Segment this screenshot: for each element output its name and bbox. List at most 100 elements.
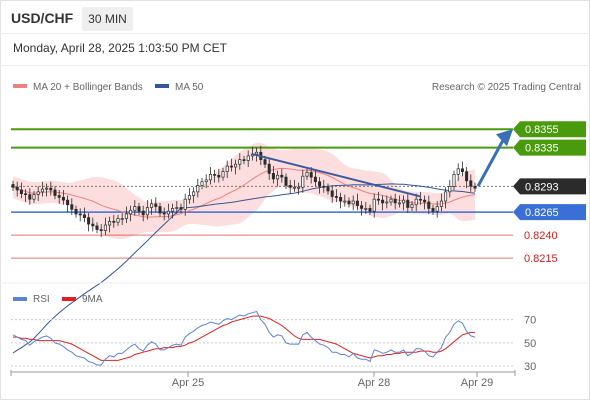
candle-body — [448, 185, 452, 193]
candle-body — [309, 172, 313, 178]
bollinger-bands — [13, 142, 475, 240]
candle-body — [200, 181, 204, 186]
candle-body — [389, 198, 393, 203]
rsi-ma-legend-label: 9MA — [82, 294, 103, 305]
candle-body — [427, 201, 431, 209]
candle-body — [145, 207, 149, 216]
candle-body — [82, 214, 86, 218]
candle-body — [116, 218, 120, 223]
candle-body — [355, 200, 359, 207]
ma50-legend-label: MA 50 — [175, 82, 204, 93]
candle-body — [381, 199, 385, 204]
candle-body — [431, 208, 435, 212]
candle-body — [297, 186, 301, 189]
candle-body — [49, 187, 53, 191]
candle-body — [187, 195, 191, 200]
candle-body — [305, 172, 309, 177]
trendline — [252, 153, 421, 198]
candle-body — [465, 171, 469, 182]
candle-body — [133, 206, 137, 211]
timestamp: Monday, April 28, 2025 1:03:50 PM CET — [13, 41, 227, 55]
candle-body — [414, 198, 418, 206]
candle-body — [166, 210, 170, 215]
candle-body — [108, 220, 112, 226]
candle-body — [322, 185, 326, 188]
candle-body — [24, 193, 28, 196]
candle-body — [208, 173, 212, 181]
price-tag-0.8335 — [513, 139, 586, 156]
x-tick-label: Apr 28 — [358, 377, 390, 389]
candle-body — [364, 208, 368, 210]
candle-body — [444, 191, 448, 202]
candle-body — [318, 181, 322, 187]
candle-body — [334, 196, 338, 198]
candle-body — [137, 206, 141, 212]
candle-body — [271, 173, 275, 180]
candle-body — [103, 224, 107, 231]
candle-body — [238, 159, 242, 165]
rsi-line — [12, 310, 476, 366]
price-level-label-0.8215: 0.8215 — [524, 253, 558, 265]
candle-body — [347, 200, 351, 205]
candle-body — [179, 207, 183, 210]
candle-body — [280, 174, 284, 178]
rsi-ma-line — [13, 315, 475, 361]
candle-body — [196, 185, 200, 193]
candle-body — [473, 185, 477, 189]
candle-body — [91, 223, 95, 227]
candle-body — [162, 212, 166, 215]
candle-body — [402, 199, 406, 204]
candle-body — [376, 198, 380, 201]
timeframe-badge[interactable]: 30 MIN — [82, 7, 133, 31]
rsi-ma-legend-swatch — [62, 297, 76, 301]
candle-body — [313, 176, 317, 183]
candle-body — [53, 189, 57, 196]
ma20-line — [12, 167, 476, 218]
price-tag-text-0.8335: 0.8335 — [525, 143, 559, 155]
rsi-tick-label: 50 — [524, 338, 536, 350]
candle-body — [276, 174, 280, 180]
candle-body — [70, 204, 74, 210]
candle-body — [129, 209, 133, 215]
ma20-legend-swatch — [13, 84, 27, 88]
candle-body — [351, 200, 355, 205]
candle-body — [217, 174, 221, 178]
candle-body — [36, 191, 40, 195]
candle-body — [246, 155, 250, 161]
candle-body — [150, 203, 154, 208]
candle-body — [406, 199, 410, 208]
candle-body — [225, 165, 229, 172]
candle-body — [423, 199, 427, 203]
date-separator — [0, 65, 590, 66]
candle-body — [19, 189, 23, 195]
price-tag-0.8293 — [513, 178, 586, 195]
candle-body — [78, 213, 82, 216]
currency-pair-title: USD/CHF — [11, 10, 74, 26]
candle-body — [330, 190, 334, 197]
candle-body — [120, 218, 124, 220]
candle-body — [339, 197, 343, 202]
candle-body — [213, 173, 217, 176]
price-tag-text-0.8355: 0.8355 — [525, 124, 559, 136]
candle-body — [61, 197, 65, 201]
x-axis: Apr 25 Apr 28 Apr 29 — [10, 370, 516, 389]
rsi-legend: RSI 9MA — [13, 294, 103, 305]
candle-body — [141, 210, 145, 216]
candle-body — [385, 201, 389, 204]
price-tag-0.8355 — [513, 121, 586, 138]
price-tag-text-0.8293: 0.8293 — [525, 181, 559, 193]
candle-body — [397, 202, 401, 205]
candle-body — [410, 204, 414, 208]
price-level-label-0.8240: 0.8240 — [524, 230, 558, 242]
candle-body — [171, 208, 175, 212]
candle-body — [204, 179, 208, 183]
candle-body — [112, 220, 116, 223]
candle-body — [360, 205, 364, 209]
candle-body — [192, 191, 196, 196]
candle-body — [124, 213, 128, 219]
rsi-panel: 70 50 30 — [11, 310, 536, 373]
candle-body — [87, 217, 91, 225]
price-tag-text-0.8265: 0.8265 — [525, 207, 559, 219]
price-tag-0.8265 — [513, 204, 586, 221]
